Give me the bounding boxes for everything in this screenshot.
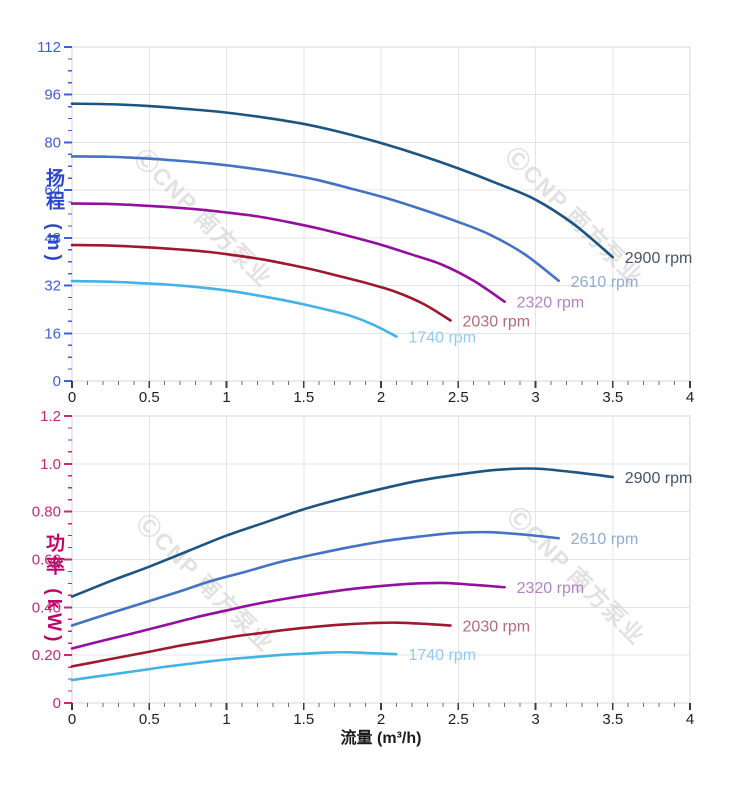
rpm-label: 1740 rpm [408,647,476,664]
rpm-label: 2320 rpm [517,580,585,597]
rpm-label: 2030 rpm [463,619,531,636]
flow-axis-title: 流量 (m³/h) [340,730,422,747]
curve-1740-rpm [70,279,398,338]
x-tick-label: 3.5 [602,389,623,406]
curve-2900-rpm [70,467,615,598]
curve-2320-rpm [70,202,506,303]
curve-1740-rpm [70,650,398,682]
x-tick-label: 2.5 [448,711,469,728]
x-tick-label: 0 [68,389,76,406]
x-tick-label: 1.5 [293,389,314,406]
x-tick-label: 2.5 [448,389,469,406]
rpm-label: 2030 rpm [463,313,531,330]
curve-2610-rpm [70,530,560,627]
power-axis-title: 功率 (kW) [43,533,64,646]
x-tick-label: 1.5 [293,711,314,728]
x-tick-label: 4 [686,711,694,728]
y-tick-label: 1.2 [40,408,61,425]
rpm-label: 1740 rpm [408,330,476,347]
cnp-watermark: ⒸCNP 南方泵业 [129,144,277,292]
curve-2320-rpm [70,581,506,650]
y-tick-label: 0.40 [32,599,61,616]
y-tick-label: 80 [44,134,61,151]
rpm-label: 2900 rpm [625,250,693,267]
y-tick-label: 0 [53,373,61,390]
curve-2030-rpm [70,621,452,668]
head-axis-title: 扬程 (m) [43,168,64,265]
x-tick-label: 4 [686,389,694,406]
y-tick-label: 112 [37,39,61,56]
curve-2030-rpm [70,243,452,322]
y-tick-label: 64 [44,182,61,199]
x-tick-label: 3 [531,389,539,406]
y-tick-label: 0.80 [32,504,61,521]
curve-2900-rpm [70,102,615,259]
x-tick-label: 1 [222,389,230,406]
y-tick-label: 1.0 [40,456,61,473]
y-tick-label: 0 [53,695,61,712]
y-tick-label: 32 [44,278,61,295]
cnp-watermark: ⒸCNP 南方泵业 [500,142,648,290]
y-tick-label: 0.20 [32,647,61,664]
curve-2610-rpm [70,155,560,283]
x-tick-label: 0.5 [139,389,160,406]
y-tick-label: 48 [44,230,61,247]
x-tick-label: 0 [68,711,76,728]
x-tick-label: 1 [222,711,230,728]
rpm-label: 2610 rpm [571,274,639,291]
x-tick-label: 0.5 [139,711,160,728]
x-tick-label: 3.5 [602,711,623,728]
rpm-label: 2320 rpm [517,295,585,312]
rpm-label: 2900 rpm [625,470,693,487]
y-tick-label: 0.60 [32,552,61,569]
x-tick-label: 2 [377,389,385,406]
y-tick-label: 96 [44,87,61,104]
x-tick-label: 2 [377,711,385,728]
rpm-label: 2610 rpm [571,531,639,548]
x-tick-label: 3 [531,711,539,728]
y-tick-label: 16 [44,325,61,342]
